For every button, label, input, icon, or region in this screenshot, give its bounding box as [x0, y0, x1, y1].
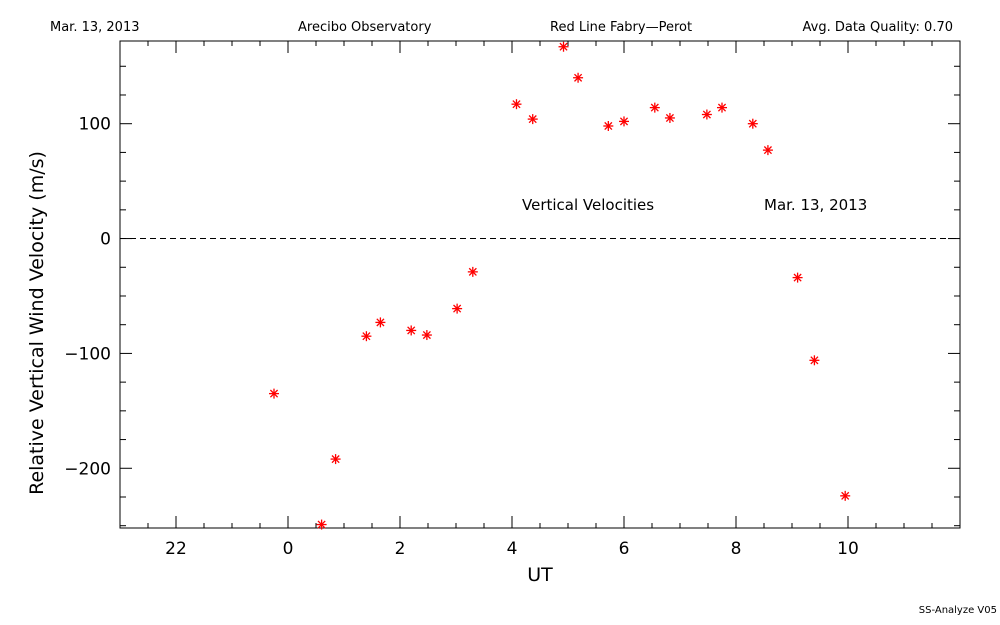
x-tick-label: 4: [507, 539, 518, 559]
data-point: [664, 112, 675, 123]
data-point: [717, 102, 727, 113]
data-point: [558, 41, 569, 52]
data-point: [619, 116, 629, 127]
y-tick-label: −100: [64, 344, 111, 364]
data-points: [269, 41, 851, 530]
y-tick-label: −200: [64, 459, 111, 479]
x-tick-label: 10: [837, 539, 859, 559]
data-point: [747, 118, 758, 129]
data-point: [603, 120, 614, 131]
header-instrument: Red Line Fabry—Perot: [550, 20, 692, 35]
data-point: [375, 317, 386, 328]
data-point: [361, 331, 372, 342]
plot-frame: [119, 40, 961, 529]
data-point: [511, 99, 522, 110]
x-tick-label: 0: [283, 539, 294, 559]
software-version: SS-Analyze V05: [919, 605, 997, 616]
data-point: [467, 266, 478, 277]
axis-ticks: [120, 41, 960, 528]
x-tick-label: 6: [619, 539, 630, 559]
data-point: [406, 325, 417, 336]
data-point: [452, 303, 463, 314]
x-axis-label: UT: [527, 564, 553, 586]
x-tick-label: 22: [165, 539, 187, 559]
data-point: [792, 272, 803, 283]
data-point: [527, 114, 538, 125]
tick-labels: 22 0 2 4 6 8 10 −200 −100 0 100: [64, 115, 859, 559]
data-point: [809, 355, 820, 366]
data-point: [269, 388, 279, 399]
header-site: Arecibo Observatory: [298, 20, 432, 35]
y-axis-label: Relative Vertical Wind Velocity (m/s): [26, 151, 48, 495]
header-quality: Avg. Data Quality: 0.70: [803, 20, 953, 35]
x-tick-label: 2: [395, 539, 406, 559]
data-point: [840, 490, 851, 501]
y-tick-label: 100: [79, 115, 111, 135]
data-point: [316, 519, 327, 530]
data-point: [421, 330, 432, 341]
data-point: [701, 109, 712, 120]
annotation-title: Vertical Velocities: [522, 196, 654, 214]
data-point: [573, 72, 584, 83]
data-point: [649, 102, 660, 113]
y-tick-label: 0: [100, 230, 111, 250]
header-date: Mar. 13, 2013: [50, 20, 140, 35]
annotation-date: Mar. 13, 2013: [764, 196, 867, 214]
data-point: [762, 145, 773, 156]
x-tick-label: 8: [731, 539, 742, 559]
data-point: [330, 454, 341, 465]
